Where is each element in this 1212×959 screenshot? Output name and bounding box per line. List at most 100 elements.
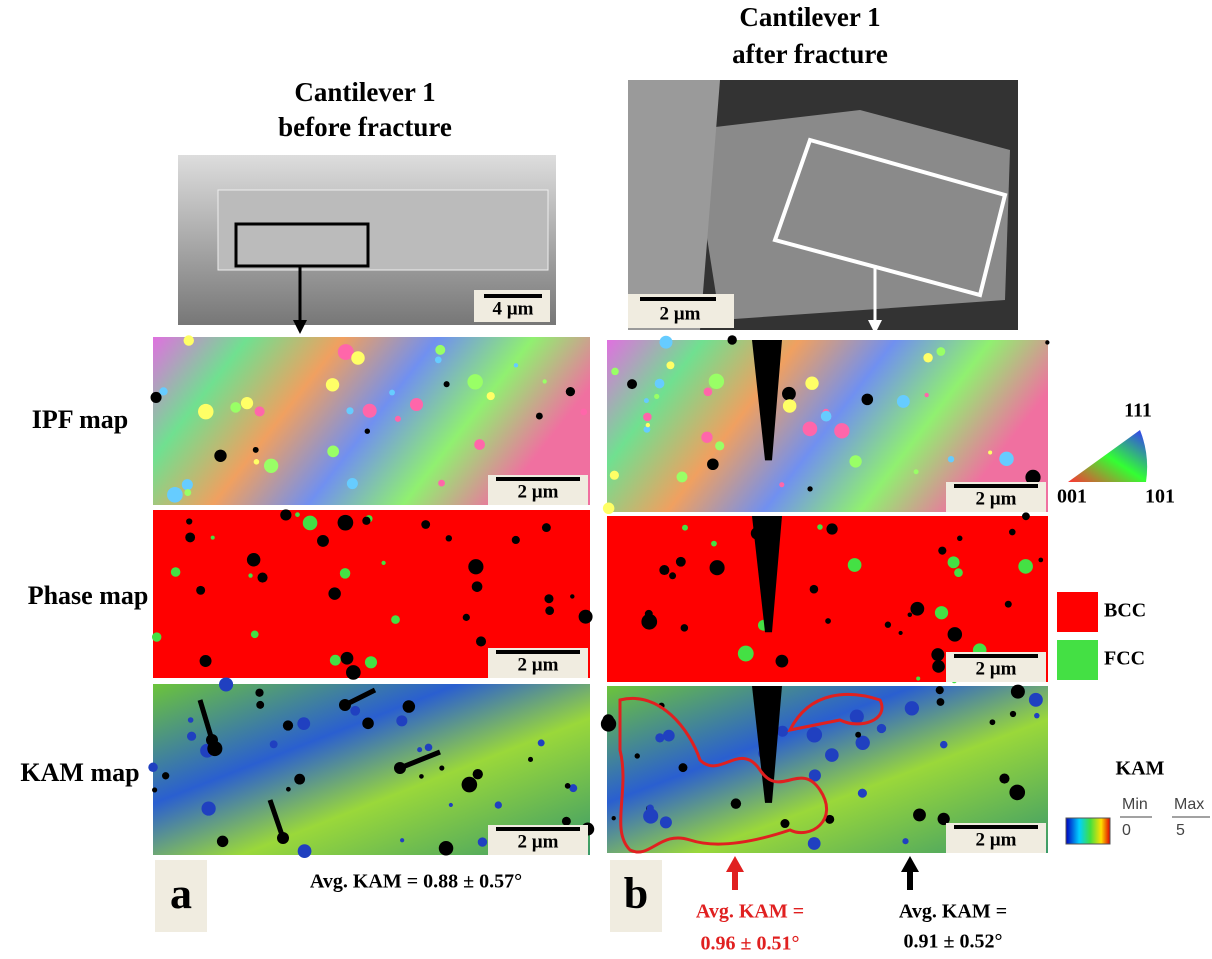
legend-label: BCC xyxy=(1104,600,1146,622)
grain xyxy=(562,817,571,826)
scale-label: 2 µm xyxy=(517,831,558,852)
grain xyxy=(938,547,946,555)
grain xyxy=(419,774,424,779)
grain xyxy=(669,572,676,579)
ipf-triangle xyxy=(1068,430,1147,482)
grain xyxy=(565,783,571,789)
grain xyxy=(476,636,486,646)
grain xyxy=(463,614,470,621)
grain xyxy=(908,613,913,618)
grain xyxy=(341,652,354,665)
cantilever xyxy=(218,190,548,270)
grain xyxy=(654,394,659,399)
grain xyxy=(330,655,341,666)
grain xyxy=(495,801,502,808)
grain xyxy=(855,732,861,738)
grain xyxy=(611,368,619,376)
legend-label: FCC xyxy=(1104,648,1145,670)
grain xyxy=(317,535,329,547)
grain xyxy=(924,393,928,397)
grain xyxy=(435,357,442,364)
grain xyxy=(1038,558,1043,563)
avg-kam: Avg. KAM = xyxy=(899,901,1007,923)
arrow-head xyxy=(293,320,307,334)
grain xyxy=(327,446,339,458)
grain xyxy=(184,489,191,496)
grain xyxy=(612,816,616,820)
grain xyxy=(362,718,374,730)
grain xyxy=(449,803,453,807)
grain xyxy=(779,482,784,487)
grain xyxy=(826,523,837,534)
grain xyxy=(1029,693,1043,707)
grain xyxy=(659,336,672,349)
grain xyxy=(538,739,545,746)
grain xyxy=(544,594,553,603)
legend-label: 111 xyxy=(1124,400,1152,422)
grain xyxy=(303,516,318,531)
grain xyxy=(255,406,265,416)
grain xyxy=(849,455,861,467)
grain xyxy=(400,838,404,842)
grain xyxy=(954,568,963,577)
grain xyxy=(1018,559,1033,574)
grain xyxy=(184,335,194,345)
grain xyxy=(932,660,945,673)
grain xyxy=(253,447,259,453)
grain xyxy=(1034,713,1039,718)
grain xyxy=(940,741,948,749)
grain xyxy=(905,701,919,715)
grain xyxy=(988,451,992,455)
grain xyxy=(570,594,574,598)
grain xyxy=(850,710,864,724)
grain xyxy=(487,392,495,400)
grain xyxy=(948,556,960,568)
grain xyxy=(188,717,194,723)
grain xyxy=(677,471,688,482)
grain xyxy=(365,656,377,668)
grain xyxy=(780,819,789,828)
grain xyxy=(152,787,157,792)
grain xyxy=(935,606,948,619)
grain xyxy=(257,572,267,582)
grain xyxy=(603,503,614,514)
grain xyxy=(230,402,241,413)
grain xyxy=(467,374,482,389)
panel-label: b xyxy=(624,869,648,918)
grain xyxy=(340,568,350,578)
grain xyxy=(999,773,1009,783)
arrow-head xyxy=(206,734,218,746)
grain xyxy=(152,632,161,641)
grain xyxy=(211,536,215,540)
grain xyxy=(425,744,433,752)
title: before fracture xyxy=(278,112,452,142)
grain xyxy=(776,655,789,668)
arrow-head xyxy=(339,699,351,711)
grain xyxy=(1009,785,1025,801)
grain xyxy=(254,459,260,465)
grain xyxy=(931,648,944,661)
arrow-head xyxy=(726,856,744,872)
grain xyxy=(710,560,725,575)
grain xyxy=(936,347,945,356)
grain xyxy=(916,676,920,680)
avg-kam: Avg. KAM = 0.88 ± 0.57° xyxy=(310,871,522,893)
grain xyxy=(783,399,796,412)
grain xyxy=(346,665,361,680)
grain xyxy=(1045,340,1049,344)
grain xyxy=(805,377,818,390)
grain xyxy=(444,381,450,387)
grain xyxy=(803,422,818,437)
legend-label: Min xyxy=(1122,796,1148,813)
panel-label: a xyxy=(170,869,192,918)
grain xyxy=(512,536,520,544)
grain xyxy=(990,719,996,725)
grain xyxy=(241,397,253,409)
grain xyxy=(295,512,300,517)
grain xyxy=(159,387,167,395)
grain xyxy=(825,618,831,624)
grain xyxy=(834,423,849,438)
grain xyxy=(701,432,712,443)
grain xyxy=(196,586,205,595)
grain xyxy=(663,730,675,742)
